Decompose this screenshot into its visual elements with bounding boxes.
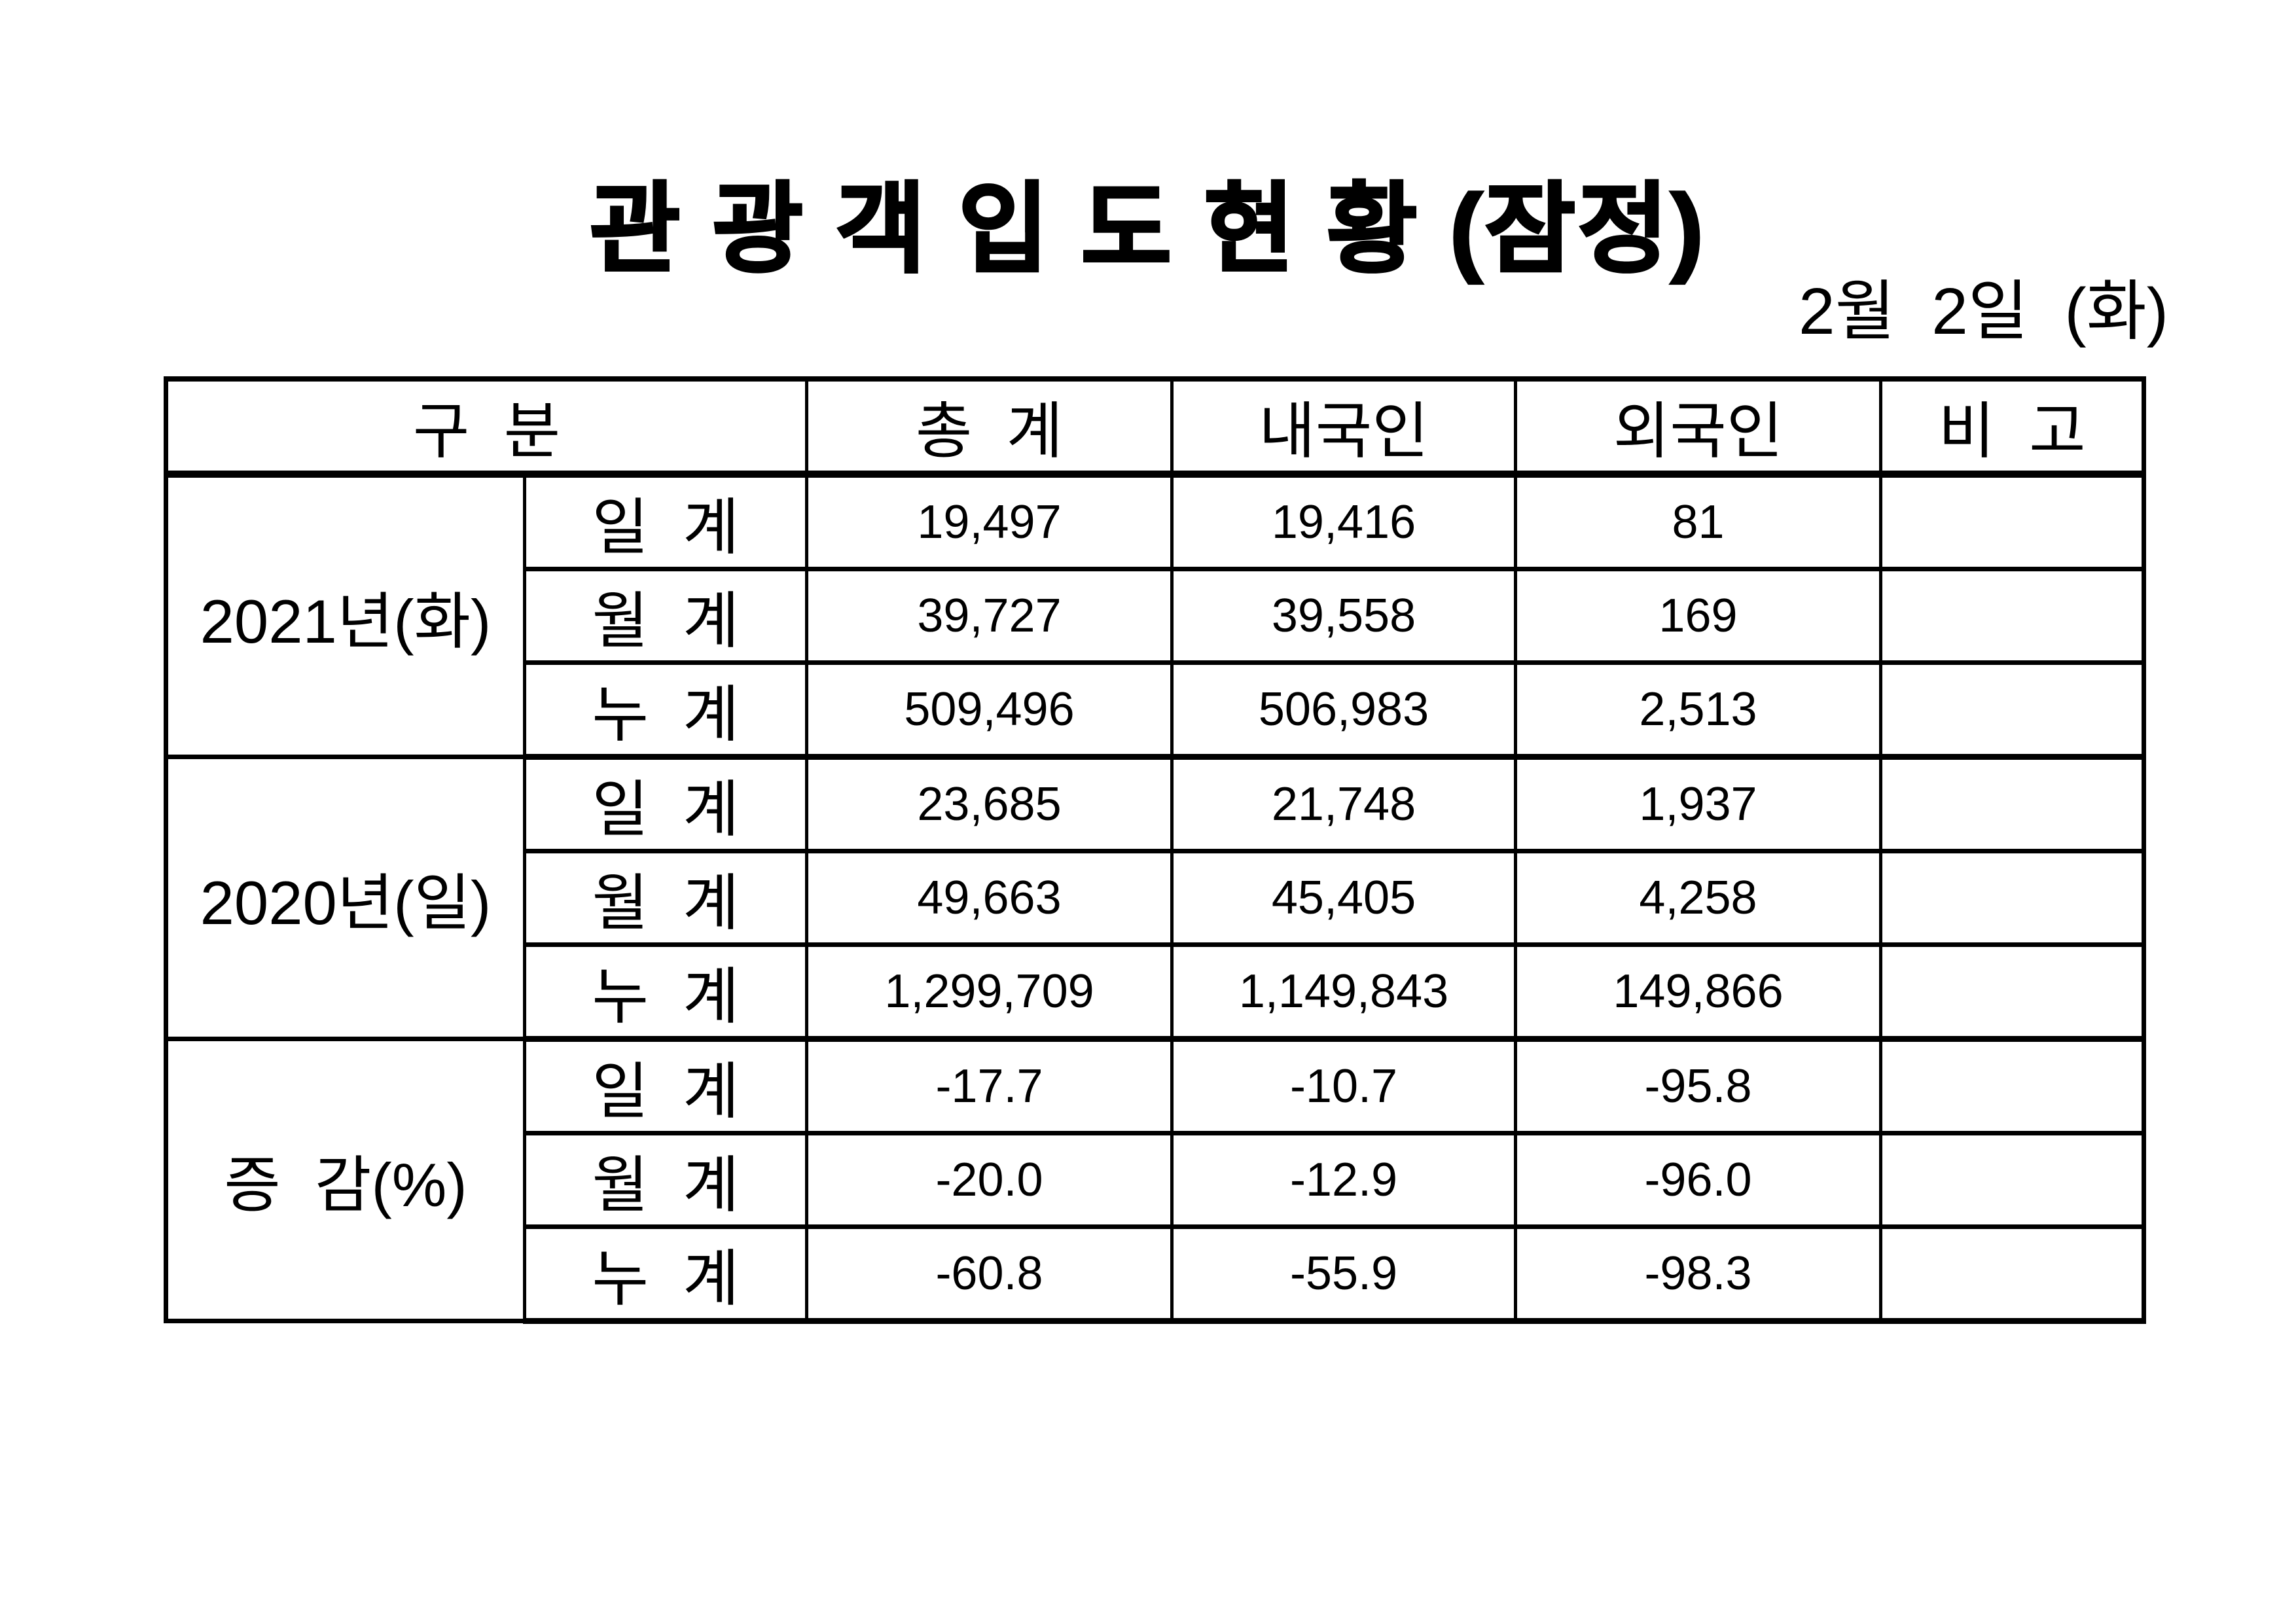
table-row: 2021년(화) 일 계 19,497 19,416 81 xyxy=(164,472,2145,759)
value-domestic: 21,748 xyxy=(1170,755,1517,853)
value-total: 23,685 xyxy=(805,755,1174,853)
value-domestic: 39,558 xyxy=(1170,567,1517,665)
remarks-cell xyxy=(1879,849,2145,947)
table-row: 누 계 1,299,709 1,149,843 149,866 xyxy=(166,942,2145,1042)
remarks-cell xyxy=(1879,472,2145,571)
value-domestic: 506,983 xyxy=(1170,660,1517,760)
value-foreign: -98.3 xyxy=(1514,1224,1882,1324)
row-period-label: 월 계 xyxy=(523,849,808,947)
table-row: 월 계 -20.0 -12.9 -96.0 xyxy=(166,1131,2145,1229)
value-domestic: 19,416 xyxy=(1170,472,1517,571)
row-period-label: 월 계 xyxy=(523,567,808,665)
value-domestic: -55.9 xyxy=(1170,1224,1517,1324)
value-foreign: 81 xyxy=(1514,472,1882,571)
report-date: 2월 2일 (화) xyxy=(1799,275,2168,348)
value-foreign: -96.0 xyxy=(1514,1131,1882,1229)
value-total: -17.7 xyxy=(805,1037,1174,1135)
value-foreign: 169 xyxy=(1514,567,1882,665)
remarks-cell xyxy=(1879,755,2145,853)
row-period-label: 일 계 xyxy=(523,1037,808,1135)
table-row: 2020년(일) 일 계 23,685 21,748 1,937 xyxy=(164,755,2145,1041)
value-foreign: 1,937 xyxy=(1514,755,1882,853)
header-category: 구 분 xyxy=(164,376,808,478)
group-label-2021: 2021년(화) xyxy=(164,472,526,759)
value-domestic: 1,149,843 xyxy=(1170,942,1517,1042)
group-label-2020: 2020년(일) xyxy=(164,755,526,1041)
table-row: 누 계 -60.8 -55.9 -98.3 xyxy=(166,1224,2145,1324)
table-row: 월 계 49,663 45,405 4,258 xyxy=(166,849,2145,947)
value-total: -60.8 xyxy=(805,1224,1174,1324)
remarks-cell xyxy=(1879,567,2145,665)
table-row: 누 계 509,496 506,983 2,513 xyxy=(166,660,2145,760)
row-period-label: 누 계 xyxy=(523,942,808,1042)
tourist-stats-table: 구 분 총 계 내국인 외국인 비 고 2021년(화) 일 계 19,497 … xyxy=(164,376,2146,1324)
remarks-cell xyxy=(1879,942,2145,1042)
value-total: 39,727 xyxy=(805,567,1174,665)
header-foreign: 외국인 xyxy=(1514,376,1882,478)
value-domestic: 45,405 xyxy=(1170,849,1517,947)
value-foreign: -95.8 xyxy=(1514,1037,1882,1135)
remarks-cell xyxy=(1879,1037,2145,1135)
row-period-label: 일 계 xyxy=(523,755,808,853)
value-total: 509,496 xyxy=(805,660,1174,760)
group-label-change-pct: 증 감(%) xyxy=(164,1037,526,1323)
value-domestic: -12.9 xyxy=(1170,1131,1517,1229)
table-row: 월 계 39,727 39,558 169 xyxy=(166,567,2145,665)
value-foreign: 4,258 xyxy=(1514,849,1882,947)
table-row: 증 감(%) 일 계 -17.7 -10.7 -95.8 xyxy=(164,1037,2145,1323)
value-total: -20.0 xyxy=(805,1131,1174,1229)
value-total: 1,299,709 xyxy=(805,942,1174,1042)
document-title: 관 광 객 입 도 현 황 (잠정) xyxy=(588,174,1706,285)
header-remarks: 비 고 xyxy=(1879,376,2145,478)
value-domestic: -10.7 xyxy=(1170,1037,1517,1135)
remarks-cell xyxy=(1879,660,2145,760)
header-row: 구 분 총 계 내국인 외국인 비 고 xyxy=(164,376,2145,478)
row-period-label: 일 계 xyxy=(523,472,808,571)
row-period-label: 누 계 xyxy=(523,660,808,760)
value-total: 19,497 xyxy=(805,472,1174,571)
value-foreign: 2,513 xyxy=(1514,660,1882,760)
row-period-label: 누 계 xyxy=(523,1224,808,1324)
value-total: 49,663 xyxy=(805,849,1174,947)
header-domestic: 내국인 xyxy=(1170,376,1517,478)
value-foreign: 149,866 xyxy=(1514,942,1882,1042)
header-total: 총 계 xyxy=(805,376,1174,478)
row-period-label: 월 계 xyxy=(523,1131,808,1229)
remarks-cell xyxy=(1879,1224,2145,1324)
remarks-cell xyxy=(1879,1131,2145,1229)
